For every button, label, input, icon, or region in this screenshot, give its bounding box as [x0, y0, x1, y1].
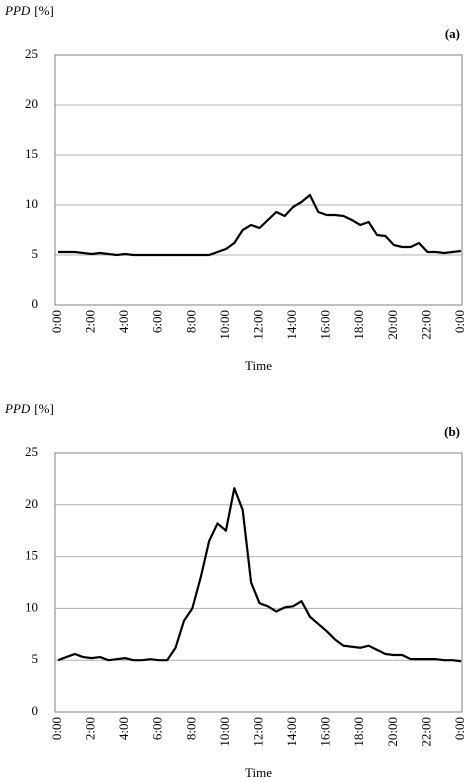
y-tick-label: 10: [25, 599, 38, 614]
x-tick-label: 0:00: [452, 717, 467, 740]
x-tick-label: 8:00: [183, 717, 198, 740]
x-tick-label: 18:00: [351, 717, 366, 747]
y-axis-label: PPD [%]: [4, 3, 54, 18]
y-tick-label: 25: [25, 444, 38, 459]
x-tick-label: 16:00: [318, 310, 333, 340]
y-tick-label: 15: [25, 548, 38, 563]
data-line: [58, 193, 462, 257]
x-tick-label: 4:00: [116, 717, 131, 740]
y-tick-label: 0: [32, 703, 39, 718]
x-tick-label: 14:00: [284, 717, 299, 747]
x-tick-label: 0:00: [452, 310, 467, 333]
x-tick-label: 0:00: [49, 717, 64, 740]
y-tick-label: 25: [25, 46, 38, 61]
y-tick-label: 15: [25, 146, 38, 161]
x-tick-label: 2:00: [83, 717, 98, 740]
x-tick-label: 2:00: [83, 310, 98, 333]
x-tick-label: 12:00: [250, 717, 265, 747]
x-tick-label: 0:00: [49, 310, 64, 333]
y-tick-label: 5: [32, 246, 39, 261]
y-axis-unit: [%]: [34, 401, 54, 416]
x-tick-label: 6:00: [150, 717, 165, 740]
y-axis-symbol: PPD: [4, 401, 31, 416]
chart-panel: PPD [%] (a) Time 0 5 10 15 20 25 0:00 2:00 4:00 6:00 8…: [4, 3, 467, 373]
plot-frame: [54, 452, 463, 713]
plot-frame: [54, 54, 463, 306]
x-tick-label: 10:00: [217, 310, 232, 340]
panel-label: (b): [444, 424, 460, 439]
x-tick-label: 10:00: [217, 717, 232, 747]
y-tick-label: 0: [32, 296, 39, 311]
chart-panel: PPD [%] (b) Time 0 5 10 15 20 25 0:00 2:00 4:00 6:00 8…: [4, 401, 467, 780]
y-tick-label: 20: [25, 496, 38, 511]
x-tick-label: 14:00: [284, 310, 299, 340]
x-tick-label: 20:00: [385, 717, 400, 747]
panel-label: (a): [445, 26, 460, 41]
x-tick-label: 4:00: [116, 310, 131, 333]
x-tick-label: 6:00: [150, 310, 165, 333]
y-axis-label: PPD [%]: [4, 401, 54, 416]
x-axis-label: Time: [245, 765, 272, 780]
x-axis-label: Time: [245, 358, 272, 373]
y-tick-label: 20: [25, 96, 38, 111]
y-tick-label: 10: [25, 196, 38, 211]
x-tick-label: 20:00: [385, 310, 400, 340]
y-axis-unit: [%]: [34, 3, 54, 18]
x-tick-label: 16:00: [318, 717, 333, 747]
x-tick-label: 18:00: [351, 310, 366, 340]
x-tick-label: 22:00: [418, 310, 433, 340]
y-axis-symbol: PPD: [4, 3, 31, 18]
x-tick-label: 8:00: [183, 310, 198, 333]
x-tick-label: 12:00: [250, 310, 265, 340]
y-tick-label: 5: [32, 651, 39, 666]
data-line: [57, 487, 462, 663]
x-tick-label: 22:00: [418, 717, 433, 747]
